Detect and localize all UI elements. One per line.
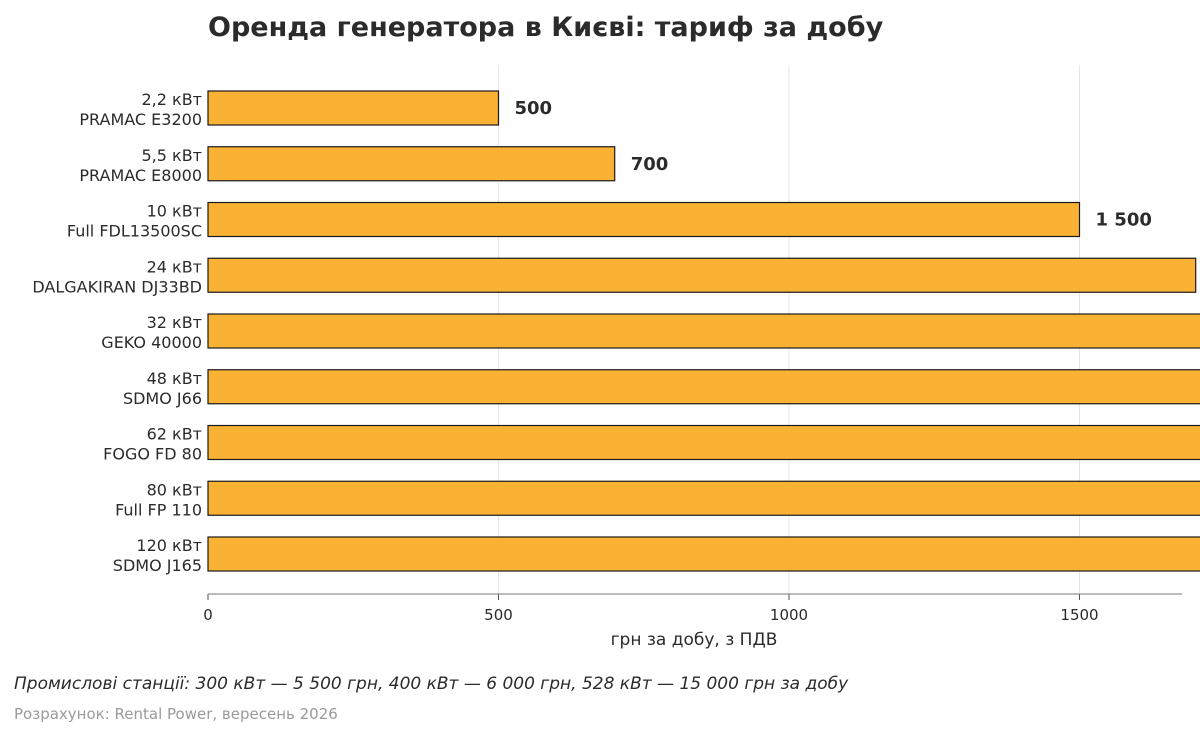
x-tick-label: 1000 bbox=[770, 606, 808, 624]
x-tick-label: 1500 bbox=[1060, 606, 1098, 624]
category-label-model: PRAMAC E8000 bbox=[79, 166, 202, 185]
category-label-model: PRAMAC E3200 bbox=[79, 110, 202, 129]
x-axis-label: грн за добу, з ПДВ bbox=[611, 630, 778, 650]
category-label-model: GEKO 40000 bbox=[101, 333, 202, 352]
category-label-power: 5,5 кВт bbox=[142, 146, 203, 165]
bar bbox=[207, 369, 1200, 405]
category-label-power: 80 кВт bbox=[147, 480, 202, 499]
chart-title: Оренда генератора в Києві: тариф за добу bbox=[208, 12, 884, 43]
bar-value-label: 500 bbox=[515, 98, 553, 119]
category-label-power: 120 кВт bbox=[136, 536, 202, 555]
bars bbox=[207, 90, 1200, 572]
category-label-model: Full FDL13500SC bbox=[67, 222, 202, 241]
category-label-model: SDMO J66 bbox=[123, 389, 202, 408]
bar bbox=[207, 146, 616, 182]
x-axis: 050010001500200025003000 bbox=[203, 593, 1182, 624]
bar bbox=[207, 424, 1200, 461]
source-note: Розрахунок: Rental Power, вересень 2026 bbox=[14, 705, 338, 723]
category-label-power: 32 кВт bbox=[147, 313, 202, 332]
category-label-model: DALGAKIRAN DJ33BD bbox=[32, 277, 202, 296]
x-tick-label: 500 bbox=[484, 606, 513, 624]
category-label-model: FOGO FD 80 bbox=[103, 445, 202, 464]
category-label-model: SDMO J165 bbox=[113, 556, 202, 575]
bar bbox=[207, 480, 1200, 516]
bar bbox=[207, 536, 1200, 572]
bar bbox=[207, 257, 1197, 293]
bar-value-label: 1 500 bbox=[1096, 210, 1152, 231]
category-label-power: 24 кВт bbox=[147, 257, 202, 276]
x-tick-label: 0 bbox=[203, 606, 213, 624]
category-label-power: 2,2 кВт bbox=[142, 90, 203, 109]
bar bbox=[207, 201, 1081, 238]
bar-value-label: 700 bbox=[631, 154, 669, 175]
category-label-power: 62 кВт bbox=[147, 425, 202, 444]
category-label-power: 48 кВт bbox=[147, 369, 202, 388]
footnote: Промислові станції: 300 кВт — 5 500 грн,… bbox=[14, 674, 849, 694]
bar bbox=[207, 313, 1200, 349]
category-label-model: Full FP 110 bbox=[115, 500, 202, 519]
bar bbox=[207, 90, 500, 126]
category-label-power: 10 кВт bbox=[147, 202, 202, 221]
